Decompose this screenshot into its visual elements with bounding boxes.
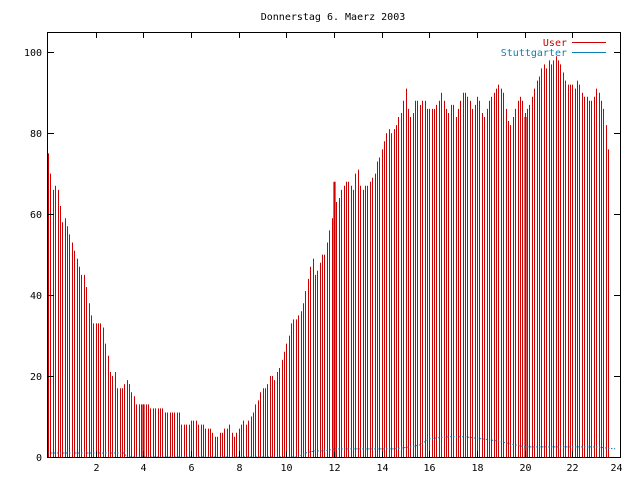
x-tick-label: 8: [236, 463, 242, 474]
y-tick-label: 0: [36, 453, 42, 464]
y-tick-label: 60: [30, 210, 42, 221]
stuttgarter-line: [48, 436, 616, 458]
user-bars: [48, 56, 609, 457]
x-tick-label: 24: [610, 463, 622, 474]
y-axis: 0 20 40 60 80 100: [24, 48, 620, 464]
y-tick-label: 40: [30, 291, 42, 302]
y-tick-label: 20: [30, 372, 42, 383]
x-tick-label: 12: [328, 463, 340, 474]
x-tick-label: 10: [280, 463, 292, 474]
y-tick-label: 80: [30, 129, 42, 140]
x-tick-label: 20: [519, 463, 531, 474]
x-axis: 2 4 6 8 10 12 14 16 18 20 22 24: [93, 32, 623, 474]
x-tick-label: 6: [188, 463, 194, 474]
x-tick-label: 4: [140, 463, 146, 474]
legend-stuttgarter-label: Stuttgarter: [501, 48, 567, 59]
chart-title: Donnerstag 6. Maerz 2003: [261, 12, 406, 23]
x-tick-label: 16: [423, 463, 435, 474]
y-tick-label: 100: [24, 48, 42, 59]
stuttgarter-line-layer: [48, 436, 616, 458]
x-tick-label: 14: [376, 463, 388, 474]
x-tick-label: 2: [93, 463, 99, 474]
x-tick-label: 18: [471, 463, 483, 474]
x-tick-label: 22: [566, 463, 578, 474]
legend: User Stuttgarter: [501, 38, 606, 59]
legend-user-label: User: [543, 38, 567, 49]
